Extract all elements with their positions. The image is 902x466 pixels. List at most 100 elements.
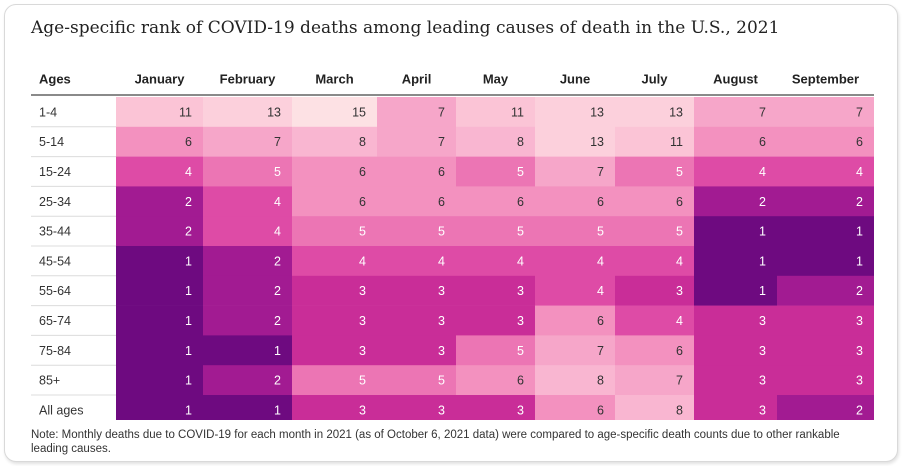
heat-cell [116,335,203,366]
cell-value: 6 [676,344,683,358]
heat-cell [777,246,874,277]
heat-cell [456,395,535,420]
heat-cell [694,186,777,217]
heat-cell [456,216,535,247]
cell-value: 3 [759,374,766,388]
cell-value: 1 [185,344,192,358]
row-label: 35-44 [39,225,71,239]
heat-cell [116,365,203,396]
heat-cell [203,395,292,420]
heat-cell [535,126,615,157]
column-header-september: September [792,72,859,87]
cell-value: 5 [517,165,524,179]
cell-value: 1 [759,284,766,298]
heat-cell [777,186,874,217]
column-header-august: August [713,72,758,87]
cell-value: 13 [590,135,604,149]
row-label: All ages [39,403,83,417]
cell-value: 3 [856,374,863,388]
heat-cell [694,97,777,128]
heat-cell [377,305,456,336]
heat-cell [116,186,203,217]
cell-value: 1 [759,254,766,268]
cell-value: 13 [590,105,604,119]
cell-value: 6 [676,195,683,209]
heat-cell [535,365,615,396]
column-header-march: March [315,72,353,87]
heat-cell [292,186,377,217]
heat-cell [456,246,535,277]
cell-value: 6 [359,195,366,209]
heat-cell [116,246,203,277]
heat-cell [203,97,292,128]
cell-value: 3 [856,344,863,358]
cell-value: 4 [274,225,281,239]
heat-cell [456,156,535,187]
column-header-june: June [560,72,590,87]
cell-value: 4 [759,165,766,179]
cell-value: 6 [856,135,863,149]
heat-cell [615,216,694,247]
cell-value: 4 [676,254,683,268]
row-label: 45-54 [39,254,71,268]
heat-cell [203,305,292,336]
heat-cell [377,395,456,420]
heat-cell [456,186,535,217]
heat-cell [377,246,456,277]
cell-value: 4 [676,314,683,328]
cell-value: 7 [438,105,445,119]
heat-cell [535,305,615,336]
heat-cell [694,365,777,396]
cell-value: 2 [274,284,281,298]
cell-value: 5 [517,344,524,358]
cell-value: 6 [597,314,604,328]
row-label: 1-4 [39,105,57,119]
heat-cell [777,126,874,157]
heat-cell [203,246,292,277]
heat-cell [777,335,874,366]
row-label: 25-34 [39,195,71,209]
heat-cell [456,365,535,396]
heat-cell [615,186,694,217]
cell-value: 5 [438,374,445,388]
cell-value: 11 [670,135,683,149]
heat-cell [203,186,292,217]
cell-value: 3 [676,284,683,298]
heat-cell [694,335,777,366]
cell-value: 3 [759,314,766,328]
cell-value: 7 [759,105,766,119]
cell-value: 8 [597,374,604,388]
cell-value: 5 [676,165,683,179]
cell-value: 3 [856,314,863,328]
cell-value: 6 [759,135,766,149]
heat-cell [377,126,456,157]
row-label: 5-14 [39,135,64,149]
cell-value: 3 [359,314,366,328]
heat-cell [694,246,777,277]
cell-value: 6 [517,374,524,388]
row-label: 75-84 [39,344,71,358]
heat-cell [535,97,615,128]
cell-value: 13 [267,105,281,119]
heat-cell [777,395,874,420]
heat-cell [116,97,203,128]
heat-cell [377,156,456,187]
cell-value: 6 [597,195,604,209]
cell-value: 7 [597,165,604,179]
heat-cell [615,246,694,277]
heat-cell [203,216,292,247]
heat-cell [292,365,377,396]
cell-value: 5 [676,225,683,239]
cell-value: 2 [759,195,766,209]
heat-cell [615,156,694,187]
heat-cell [694,216,777,247]
heat-cell [456,275,535,306]
heat-cell [377,365,456,396]
cell-value: 7 [856,105,863,119]
cell-value: 5 [359,225,366,239]
row-label: 85+ [39,374,60,388]
column-header-april: April [402,72,432,87]
cell-value: 2 [274,374,281,388]
row-header-label: Ages [39,72,71,87]
heat-cell [203,365,292,396]
